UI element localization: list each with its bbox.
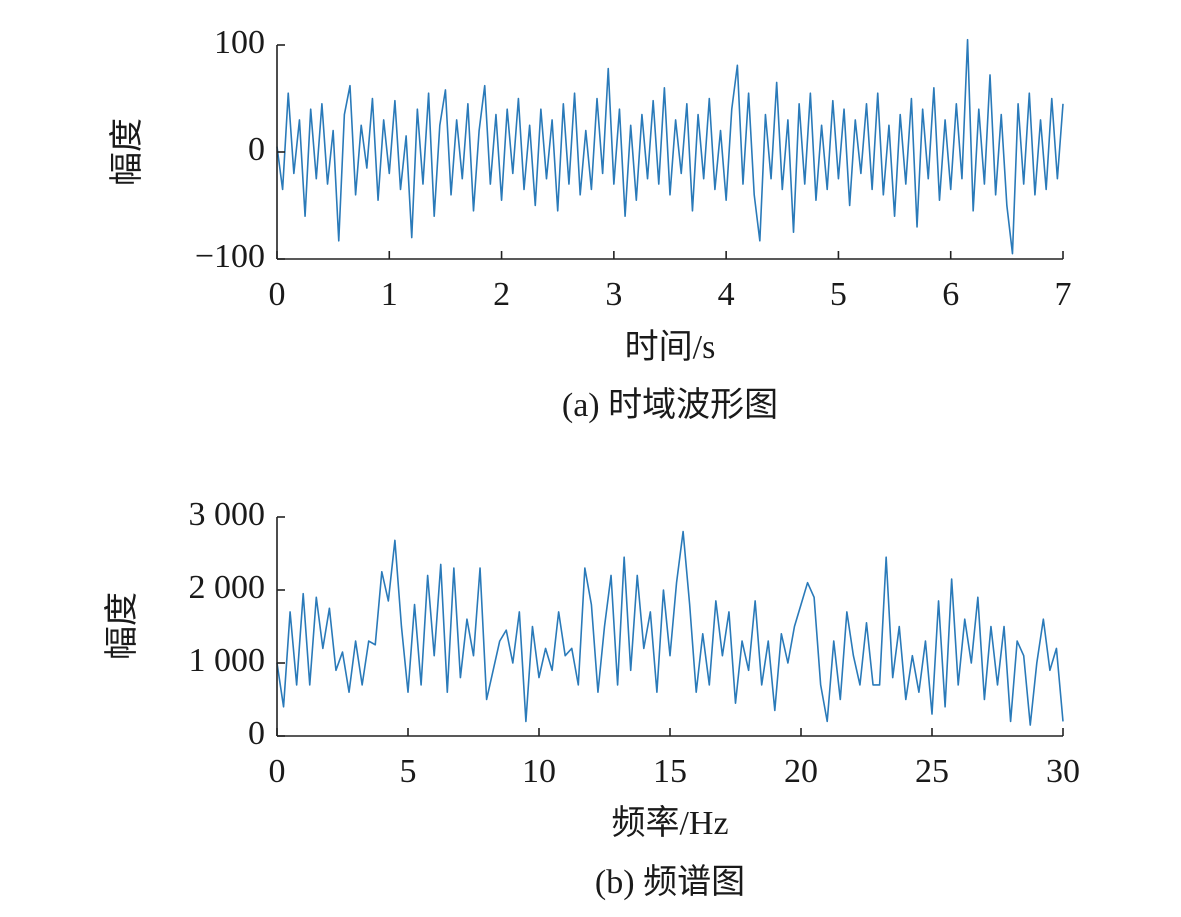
- x-tick-label: 5: [400, 753, 417, 790]
- y-tick-label: 2 000: [189, 569, 266, 606]
- y-tick-label: 0: [248, 131, 265, 168]
- y-tick-label: 3 000: [189, 496, 266, 533]
- x-tick-label: 20: [784, 753, 818, 790]
- caption: (b) 频谱图: [595, 863, 745, 901]
- x-tick-label: 25: [915, 753, 949, 790]
- x-tick-label: 2: [493, 276, 510, 313]
- x-tick-label: 7: [1055, 276, 1072, 313]
- y-axis-label: 幅度: [103, 592, 141, 660]
- x-axis-label: 时间/s: [625, 329, 716, 366]
- y-tick-label: 0: [248, 715, 265, 752]
- x-tick-label: 6: [942, 276, 959, 313]
- x-tick-label: 4: [718, 276, 735, 313]
- y-tick-label: 1 000: [189, 642, 266, 679]
- y-tick-label: 100: [214, 24, 265, 61]
- x-tick-label: 15: [653, 753, 687, 790]
- y-axis-label: 幅度: [108, 118, 146, 186]
- x-tick-label: 0: [269, 276, 286, 313]
- y-tick-label: −100: [195, 238, 265, 275]
- x-axis-label: 频率/Hz: [611, 804, 728, 842]
- x-tick-label: 1: [381, 276, 398, 313]
- caption: (a) 时域波形图: [562, 386, 778, 424]
- x-tick-label: 0: [269, 753, 286, 790]
- signal-line: [276, 530, 1064, 726]
- x-tick-label: 30: [1046, 753, 1080, 790]
- x-tick-label: 10: [522, 753, 556, 790]
- signal-line: [276, 38, 1064, 255]
- x-tick-label: 5: [830, 276, 847, 313]
- x-tick-label: 3: [605, 276, 622, 313]
